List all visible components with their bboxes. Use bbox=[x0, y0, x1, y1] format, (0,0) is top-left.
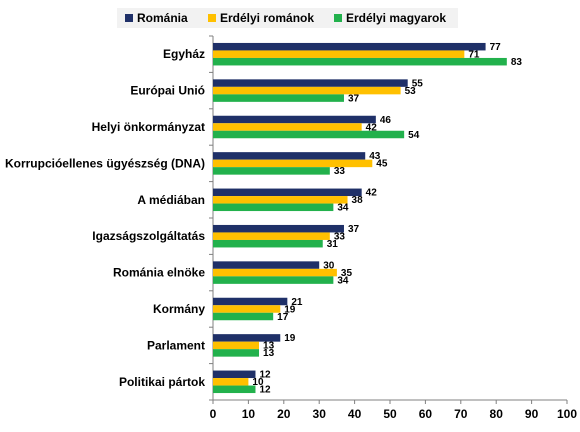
bar bbox=[213, 370, 256, 379]
legend-label-romania: Románia bbox=[137, 11, 188, 25]
bar bbox=[213, 378, 249, 386]
data-label: 31 bbox=[327, 239, 339, 250]
bar bbox=[213, 115, 376, 124]
data-label: 12 bbox=[259, 370, 271, 381]
data-label: 33 bbox=[334, 166, 346, 177]
data-label: 53 bbox=[405, 86, 417, 97]
x-tick-label: 50 bbox=[383, 407, 397, 421]
data-label: 13 bbox=[263, 341, 275, 352]
bar bbox=[213, 79, 408, 87]
bar bbox=[213, 152, 366, 160]
bar bbox=[213, 349, 260, 357]
bar bbox=[213, 42, 486, 51]
data-label: 30 bbox=[323, 260, 335, 271]
x-tick-label: 100 bbox=[557, 407, 577, 421]
data-label: 21 bbox=[291, 297, 303, 308]
x-tick-label: 70 bbox=[454, 407, 468, 421]
legend-item-erdelyi-magyarok: Erdélyi magyarok bbox=[334, 11, 446, 25]
x-tick-label: 60 bbox=[419, 407, 433, 421]
category-label: Parlament bbox=[147, 338, 205, 352]
data-label: 43 bbox=[369, 151, 381, 162]
data-label: 42 bbox=[366, 188, 378, 199]
category-label: Igazságszolgáltatás bbox=[92, 229, 205, 243]
category-label: Helyi önkormányzat bbox=[92, 120, 205, 134]
x-tick-label: 30 bbox=[313, 407, 327, 421]
x-tick-label: 90 bbox=[525, 407, 539, 421]
legend-item-romania: Románia bbox=[125, 11, 188, 25]
bar bbox=[213, 57, 507, 66]
bar bbox=[213, 196, 348, 204]
category-label: Románia elnöke bbox=[113, 266, 205, 280]
data-label: 34 bbox=[337, 275, 349, 286]
data-label: 71 bbox=[468, 49, 480, 60]
bar bbox=[213, 312, 274, 321]
bar bbox=[213, 224, 344, 233]
category-label: Korrupcióellenes ügyészség (DNA) bbox=[5, 156, 205, 170]
data-label: 37 bbox=[348, 224, 360, 235]
legend: Románia Erdélyi románok Erdélyi magyarok bbox=[117, 8, 458, 28]
x-tick-label: 20 bbox=[277, 407, 291, 421]
data-label: 42 bbox=[366, 122, 378, 133]
x-tick-label: 80 bbox=[490, 407, 504, 421]
data-label: 13 bbox=[263, 348, 275, 359]
bar bbox=[213, 268, 337, 277]
data-label: 45 bbox=[376, 159, 388, 170]
data-label: 10 bbox=[252, 377, 264, 388]
bar bbox=[213, 385, 256, 394]
data-label: 34 bbox=[337, 203, 349, 214]
data-label: 35 bbox=[341, 268, 353, 279]
bar bbox=[213, 239, 323, 248]
category-label: A médiában bbox=[137, 193, 205, 207]
data-label: 55 bbox=[412, 78, 424, 89]
bar bbox=[213, 86, 401, 95]
bar bbox=[213, 94, 344, 102]
data-label: 12 bbox=[259, 385, 271, 396]
legend-swatch-romania bbox=[125, 14, 133, 22]
bar bbox=[213, 167, 330, 175]
bar bbox=[213, 159, 373, 168]
data-label: 33 bbox=[334, 231, 346, 242]
bar bbox=[213, 276, 334, 284]
legend-label-erdelyi-romanok: Erdélyi románok bbox=[220, 11, 315, 25]
legend-swatch-erdelyi-romanok bbox=[208, 14, 216, 22]
bar bbox=[213, 203, 334, 212]
bar bbox=[213, 261, 320, 269]
bar bbox=[213, 232, 330, 240]
bar bbox=[213, 130, 405, 139]
data-label: 37 bbox=[348, 93, 360, 104]
legend-swatch-erdelyi-magyarok bbox=[334, 14, 342, 22]
bar bbox=[213, 305, 281, 313]
legend-label-erdelyi-magyarok: Erdélyi magyarok bbox=[346, 11, 447, 25]
legend-item-erdelyi-romanok: Erdélyi románok bbox=[208, 11, 314, 25]
x-tick-label: 10 bbox=[242, 407, 256, 421]
data-label: 19 bbox=[284, 333, 296, 344]
category-label: Egyház bbox=[163, 47, 205, 61]
data-label: 77 bbox=[490, 42, 502, 53]
bar bbox=[213, 341, 260, 350]
data-label: 54 bbox=[408, 130, 420, 141]
data-label: 19 bbox=[284, 304, 296, 315]
category-label: Politikai pártok bbox=[119, 375, 205, 389]
category-label: Európai Unió bbox=[130, 84, 205, 98]
data-label: 17 bbox=[277, 312, 289, 323]
bar bbox=[213, 297, 288, 306]
x-tick-label: 40 bbox=[348, 407, 362, 421]
data-label: 83 bbox=[511, 57, 523, 68]
data-label: 46 bbox=[380, 115, 392, 126]
category-label: Kormány bbox=[153, 302, 205, 316]
bar bbox=[213, 123, 362, 131]
bar bbox=[213, 50, 465, 58]
x-tick-label: 0 bbox=[210, 407, 217, 421]
bar bbox=[213, 334, 281, 342]
bar bbox=[213, 188, 362, 197]
data-label: 38 bbox=[352, 195, 364, 206]
